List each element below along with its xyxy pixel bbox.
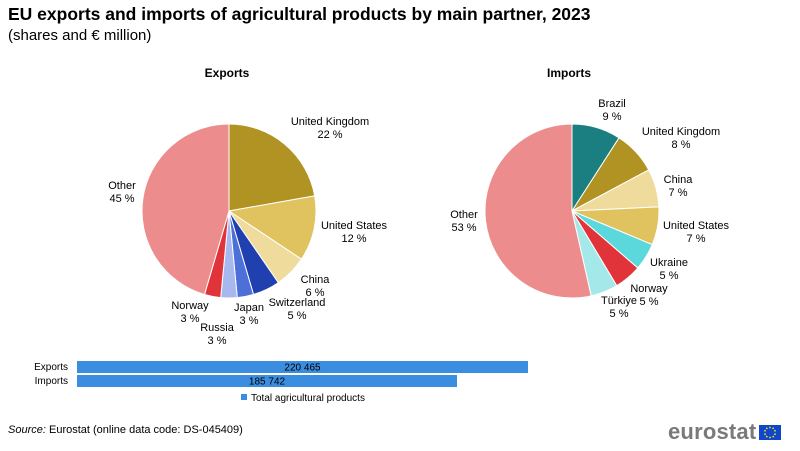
slice-label-imports-t-rkiye: Türkiye [601,295,637,307]
slice-value-exports-russia: 3 % [208,335,227,347]
slice-value-imports-norway: 5 % [640,296,659,308]
slice-label-imports-china: China [664,174,694,186]
chart-title: EU exports and imports of agricultural p… [8,4,591,24]
slice-value-exports-united-kingdom: 22 % [317,129,342,141]
slice-label-exports-russia: Russia [200,322,235,334]
eu-flag-icon [759,424,782,440]
eurostat-logo: eurostat [668,419,782,445]
slice-label-imports-united-states: United States [663,220,730,232]
pie-slice-exports-united-states [227,195,317,260]
logo-text: eurostat [668,419,757,444]
bar-category-imports: Imports [35,376,68,387]
source-text: Eurostat (online data code: DS-045409) [48,424,243,436]
source-note: Source: Eurostat (online data code: DS-0… [8,424,243,436]
source-label: Source: [8,424,46,436]
slice-value-exports-united-states: 12 % [341,233,366,245]
slice-label-imports-other: Other [450,209,478,221]
pie-title-imports: Imports [547,66,591,80]
slice-label-exports-other: Other [108,180,136,192]
slice-label-imports-ukraine: Ukraine [650,257,688,269]
bar-exports [77,361,528,373]
chart-subtitle: (shares and € million) [8,27,152,44]
slice-value-imports-brazil: 9 % [603,111,622,123]
slice-value-exports-switzerland: 5 % [288,310,307,322]
pie-slice-exports-other [141,123,230,296]
slice-value-exports-japan: 3 % [240,315,259,327]
pie-title-exports: Exports [205,66,250,80]
bar-value-imports: 185 742 [249,377,286,388]
bar-value-exports: 220 465 [284,363,321,374]
legend-label: Total agricultural products [251,393,365,404]
pie-slice-imports-other [484,123,592,299]
slice-value-exports-other: 45 % [109,193,134,205]
slice-value-imports-ukraine: 5 % [660,270,679,282]
slice-label-exports-norway: Norway [171,300,209,312]
slice-value-imports-united-states: 7 % [687,233,706,245]
slice-value-imports-other: 53 % [451,222,476,234]
slice-label-exports-china: China [301,274,331,286]
slice-value-imports-united-kingdom: 8 % [672,139,691,151]
slice-value-imports-china: 7 % [669,187,688,199]
legend-swatch [241,394,247,400]
bar-imports [77,375,457,387]
bar-category-exports: Exports [34,362,68,373]
slice-label-exports-united-states: United States [321,220,388,232]
slice-value-imports-t-rkiye: 5 % [610,308,629,320]
slice-label-imports-united-kingdom: United Kingdom [642,126,720,138]
slice-value-exports-china: 6 % [306,287,325,299]
slice-value-exports-norway: 3 % [181,313,200,325]
pie-slice-exports-united-kingdom [228,123,316,212]
slice-label-exports-united-kingdom: United Kingdom [291,116,369,128]
slice-label-exports-japan: Japan [234,302,264,314]
slice-label-imports-brazil: Brazil [598,98,626,110]
slice-label-exports-switzerland: Switzerland [269,297,326,309]
slice-label-imports-norway: Norway [630,283,668,295]
